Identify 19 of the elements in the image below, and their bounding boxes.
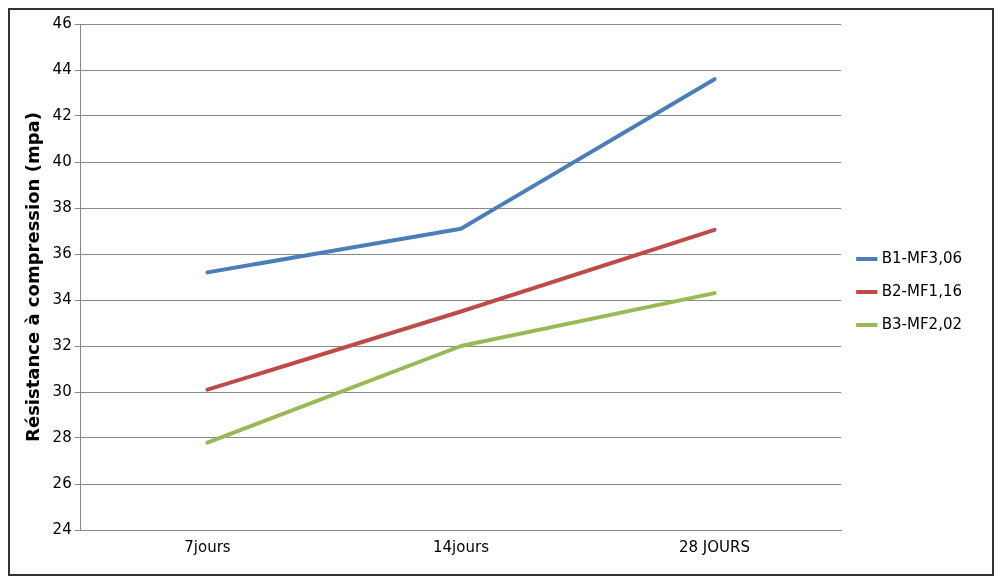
- x-tick-label: 7jours: [184, 537, 231, 556]
- legend-label: B3-MF2,02: [881, 314, 962, 333]
- y-tick-label: 46: [52, 13, 72, 32]
- y-tick-label: 24: [52, 519, 72, 538]
- y-tick-label: 26: [52, 473, 72, 492]
- y-tick-label: 44: [52, 59, 72, 78]
- y-tick-label: 36: [52, 243, 72, 262]
- y-tick-label: 42: [52, 105, 72, 124]
- y-tick-label: 40: [52, 151, 72, 170]
- y-tick-label: 34: [52, 289, 72, 308]
- y-tick-label: 32: [52, 335, 72, 354]
- y-axis-title: Résistance à compression (mpa): [22, 112, 44, 442]
- legend-label: B1-MF3,06: [881, 248, 962, 267]
- legend-label: B2-MF1,16: [881, 281, 962, 300]
- y-tick-label: 30: [52, 381, 72, 400]
- x-tick-label: 28 JOURS: [679, 537, 751, 556]
- y-tick-label: 38: [52, 197, 72, 216]
- x-tick-label: 14jours: [433, 537, 490, 556]
- y-tick-label: 28: [52, 427, 72, 446]
